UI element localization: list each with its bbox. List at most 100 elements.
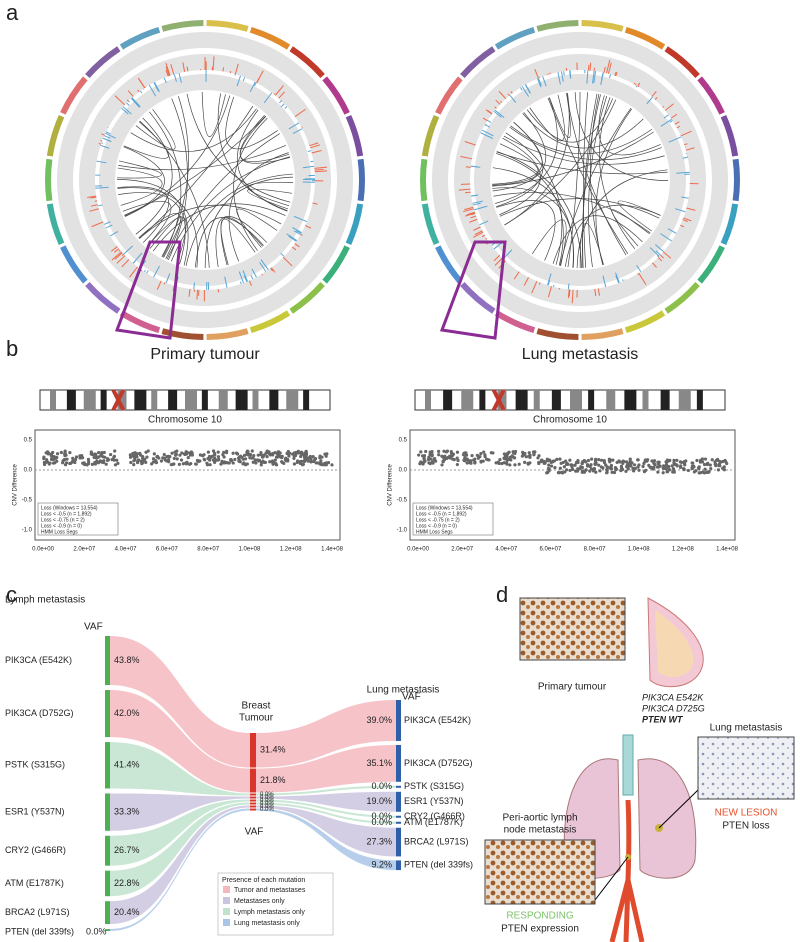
cnv-bar [87,195,97,198]
cnv-point [559,461,563,465]
cnv-point [449,450,453,454]
cnv-bar [153,265,160,278]
cnv-bar [465,212,476,217]
cnv-bar [288,122,300,130]
cnv-bar [273,93,276,95]
cnv-point [180,451,184,455]
cnv-bar [597,288,601,296]
cnv-bar [660,118,672,127]
cnv-point [165,455,169,459]
cnv-bar [263,92,273,104]
lung-segment [396,815,401,818]
vaf-value: 19.0% [366,796,392,806]
cnv-point [479,451,483,456]
cnv-point [588,469,592,473]
cnv-point [703,457,708,461]
cnv-point [666,465,670,469]
cnv-point [608,460,612,464]
cnv-bar [301,126,303,128]
cnv-bar [646,96,653,105]
cnv-bar [660,233,672,242]
cnv-point [573,463,577,467]
cnv-point [697,471,701,475]
cnv-bar [312,202,318,205]
chromosome-band [46,203,65,246]
cnv-bar [465,166,471,168]
centromere [491,389,506,411]
cnv-point [422,457,426,461]
cnv-bar [250,275,254,280]
chromosome-band [421,114,440,157]
cnv-point [452,458,456,462]
cnv-point [150,462,154,466]
cnv-point [178,453,182,457]
legend-title: Presence of each mutation [222,877,305,884]
cnv-bar [270,267,273,272]
cnv-point [613,466,618,470]
cnv-point [505,462,509,466]
cnv-bar [534,69,539,79]
ideogram-band [642,390,649,410]
cnv-bar [110,246,118,252]
cnv-bar [137,89,140,93]
callout [658,789,699,829]
cnv-point [208,463,212,467]
cnv-point [428,453,432,457]
mutation-label: PTEN WT [642,714,684,724]
flow [110,690,250,793]
cnv-point [49,454,54,458]
vaf-value: 31.4% [260,745,286,755]
cnv-point [203,458,207,462]
cnv-point [526,462,530,466]
cnv-bar [470,215,477,219]
cnv-point [631,466,635,471]
cnv-bar [521,86,529,97]
cnv-point [704,470,709,474]
cnv-bar [480,132,493,139]
cnv-bar [154,82,160,93]
cnv-point [469,459,473,463]
chromosome-band [45,158,53,202]
cnv-point [309,460,313,464]
cnv-point [434,459,438,463]
chromosome-band [624,26,666,50]
cnv-point [658,464,662,468]
cnv-point [422,460,426,464]
cnv-bar [668,136,682,143]
cnv-point [716,468,721,472]
cnv-point [440,463,444,467]
gene-label: PTEN (del 339fs) [404,860,473,870]
chromosome-title: Chromosome 10 [533,415,607,426]
cnv-point [45,450,50,454]
cnv-point [661,466,665,470]
legend-swatch [223,897,230,904]
lung-segment [396,827,401,857]
cnv-bar [473,205,488,211]
cnv-point [300,463,305,467]
cnv-point [318,461,322,465]
image-title: Peri-aortic lymph [502,813,577,824]
cnv-point [558,466,562,470]
cnv-point [555,457,559,461]
cnv-bar [676,171,690,174]
cnv-bar [474,230,483,236]
cnv-point [227,461,231,465]
cnv-bar [139,90,143,94]
cnv-point [682,462,687,466]
breast-segment [250,808,256,811]
cnv-bar [493,110,502,118]
cnv-point [179,458,184,462]
cnv-point [262,453,266,457]
legend-label: Loss (Windows = 13,554) [416,505,473,511]
cnv-point [139,453,143,457]
cnv-point [245,462,249,466]
cnv-point [695,458,699,463]
vaf-value: 21.8% [260,775,286,785]
cnv-point [675,458,679,462]
cnv-point [302,455,307,460]
cnv-point [576,467,580,471]
ideogram-band [151,390,158,410]
cnv-point [665,470,669,474]
cnv-bar [602,275,607,288]
breast-segment [250,799,256,802]
